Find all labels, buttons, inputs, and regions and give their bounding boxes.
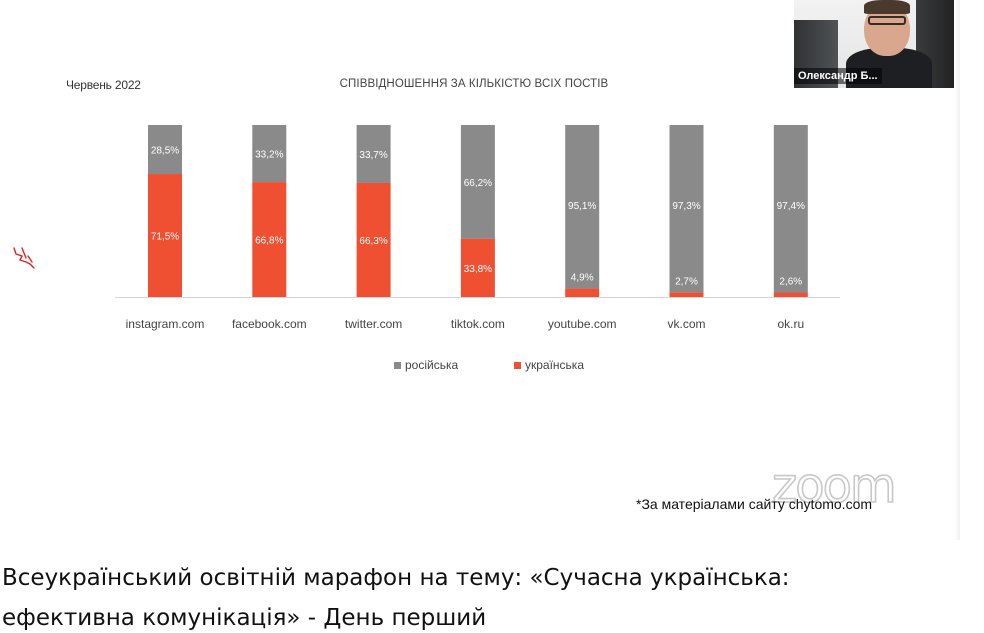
data-label-russian-0: 28,5%	[151, 146, 179, 157]
bar-ukrainian-6	[773, 292, 808, 297]
category-label-2: twitter.com	[345, 317, 402, 331]
data-label-ukrainian-1: 66,8%	[255, 236, 283, 247]
slide-edge	[954, 0, 960, 540]
bar-russian-4	[565, 125, 600, 289]
bar-russian-5	[669, 125, 704, 293]
category-label-4: youtube.com	[548, 317, 617, 331]
presentation-slide: Червень 2022 СПІВВІДНОШЕННЯ ЗА КІЛЬКІСТЮ…	[13, 0, 960, 540]
data-label-russian-5: 97,3%	[672, 201, 700, 212]
category-label-6: ok.ru	[777, 317, 804, 331]
data-label-ukrainian-0: 71,5%	[151, 232, 179, 243]
legend-item-russian: російська	[394, 358, 458, 372]
participant-hair	[864, 0, 910, 14]
bar-ukrainian-2	[356, 182, 391, 297]
caption-line-1: Всеукраїнський освітній марафон на тему:…	[2, 565, 790, 591]
bar-russian-2	[356, 125, 391, 183]
chart-title: СПІВВІДНОШЕННЯ ЗА КІЛЬКІСТЮ ВСІХ ПОСТІВ	[339, 78, 609, 90]
participant-name: Олександр Б...	[794, 68, 882, 84]
zoom-watermark-text: zoom	[772, 460, 895, 510]
bar-ukrainian-3	[460, 238, 495, 297]
bar-ukrainian-1	[252, 182, 287, 297]
legend-label-russian: російська	[405, 358, 459, 372]
bar-russian-6	[773, 125, 808, 293]
bar-ukrainian-0	[148, 174, 182, 297]
source-note: *За матеріалами сайту chytomo.com	[636, 496, 873, 512]
data-label-russian-1: 33,2%	[255, 150, 283, 161]
legend-label-ukrainian: українська	[525, 358, 584, 372]
bar-ukrainian-4	[565, 288, 600, 297]
legend-item-ukrainian: українська	[514, 358, 584, 372]
bar-russian-3	[460, 125, 495, 239]
bar-ukrainian-5	[669, 292, 704, 297]
data-label-ukrainian-5: 2,7%	[675, 276, 698, 287]
bar-russian-1	[252, 125, 287, 183]
category-label-1: facebook.com	[232, 317, 307, 331]
stacked-bar-chart: 28,5% 71,5% instagram.com 33,2% 66,8% faceboo…	[115, 125, 840, 331]
category-label-3: tiktok.com	[451, 317, 505, 331]
legend-swatch-ukrainian	[514, 361, 521, 369]
data-label-ukrainian-4: 4,9%	[571, 273, 594, 284]
zoom-watermark: zoom	[772, 460, 897, 510]
participant-glasses	[868, 16, 906, 25]
category-label-5: vk.com	[667, 317, 705, 331]
date-label: Червень 2022	[66, 78, 141, 92]
participant-video-tile[interactable]: Олександр Б...	[794, 0, 954, 88]
category-label-0: instagram.com	[126, 317, 205, 331]
data-label-russian-2: 33,7%	[359, 150, 387, 161]
data-label-ukrainian-3: 33,8%	[464, 264, 492, 275]
data-label-russian-3: 66,2%	[464, 178, 492, 189]
data-label-russian-6: 97,4%	[777, 201, 805, 212]
annotation-scribble	[13, 247, 35, 269]
legend-swatch-russian	[394, 361, 401, 369]
data-label-ukrainian-2: 66,3%	[359, 236, 387, 247]
bar-russian-0	[148, 125, 182, 175]
data-label-russian-4: 95,1%	[568, 201, 596, 212]
caption-line-2: ефективна комунікація» - День перший	[2, 605, 487, 631]
video-caption: Всеукраїнський освітній марафон на тему:…	[2, 558, 962, 633]
data-label-ukrainian-6: 2,6%	[779, 277, 802, 288]
